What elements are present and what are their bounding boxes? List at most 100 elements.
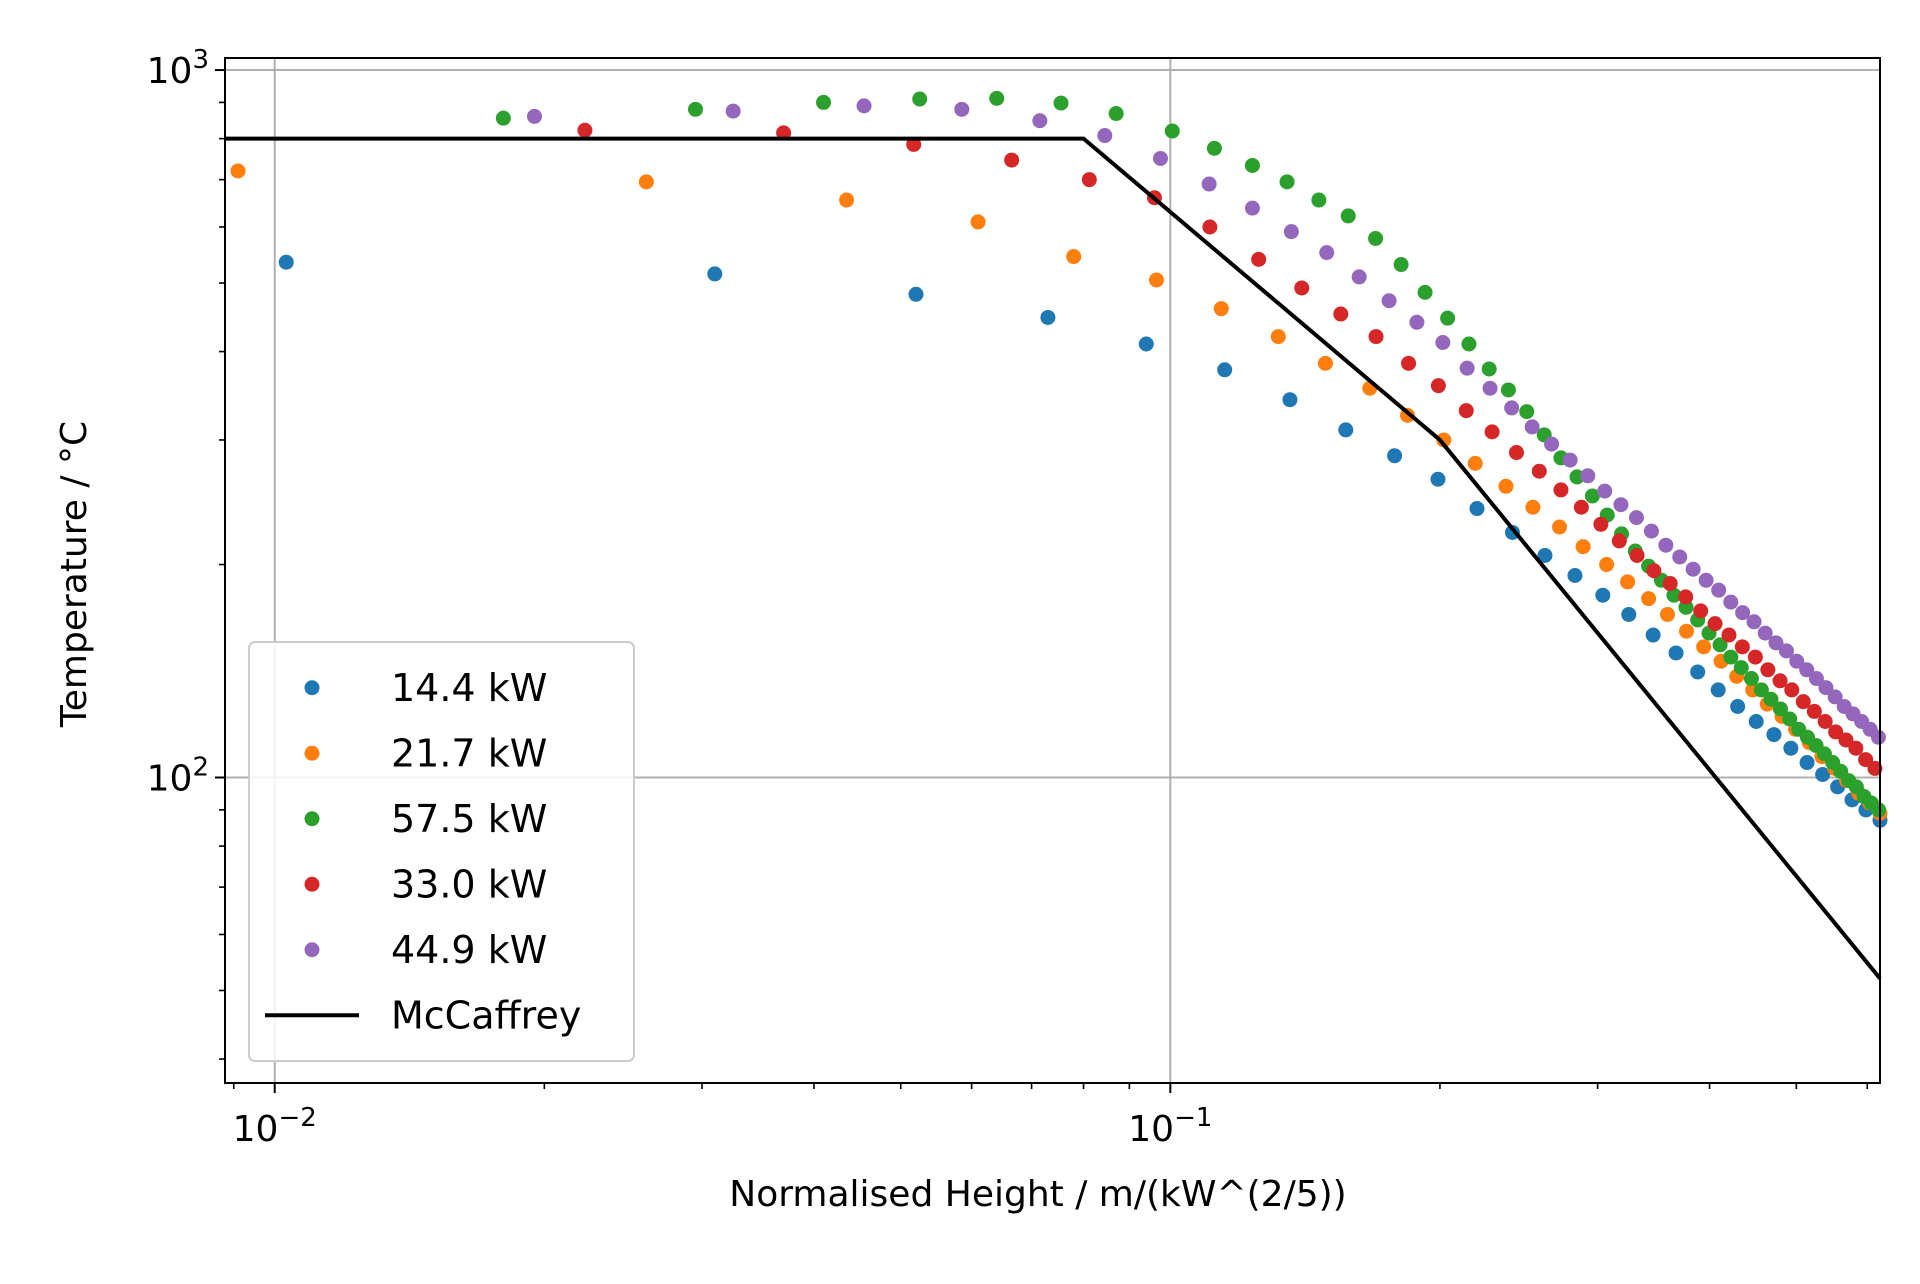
data-point <box>1461 336 1477 352</box>
data-point <box>1696 639 1712 655</box>
data-point <box>1747 649 1763 665</box>
legend-item: 57.5 kW <box>304 797 547 841</box>
data-point <box>1698 572 1714 588</box>
data-point <box>1500 382 1516 398</box>
y-tick-label: 103 <box>147 45 209 92</box>
data-point <box>1733 660 1749 676</box>
data-point <box>1613 497 1629 513</box>
data-point <box>1838 732 1854 748</box>
legend: 14.4 kW 21.7 kW 57.5 kW 33.0 kW 44.9 kW McCaf… <box>248 641 635 1062</box>
data-point <box>1552 519 1568 535</box>
data-point <box>1338 422 1354 438</box>
data-point <box>1629 547 1645 563</box>
data-point <box>1440 310 1456 326</box>
data-point <box>577 122 593 138</box>
data-point <box>1584 488 1600 504</box>
data-point <box>1401 355 1417 371</box>
data-point <box>1784 682 1800 698</box>
data-point <box>495 110 511 126</box>
data-point <box>856 98 872 114</box>
x-tick-label: 10−1 <box>1128 1103 1212 1150</box>
data-point <box>1795 694 1811 710</box>
data-point <box>1678 589 1694 605</box>
data-point <box>638 174 654 190</box>
data-point <box>1148 272 1164 288</box>
data-point <box>908 286 924 302</box>
data-point <box>970 214 986 230</box>
data-point <box>1768 635 1784 651</box>
data-point <box>1351 269 1367 285</box>
data-point <box>1417 284 1433 300</box>
data-point <box>1436 432 1452 448</box>
data-point <box>278 254 294 270</box>
data-point <box>725 103 741 119</box>
data-point <box>1573 499 1589 515</box>
data-point <box>1004 152 1020 168</box>
data-point <box>1138 336 1154 352</box>
data-point <box>1279 174 1295 190</box>
plot-area <box>225 90 1888 980</box>
data-point <box>1519 404 1535 420</box>
data-point <box>1628 510 1644 526</box>
legend-item: McCaffrey <box>265 993 581 1037</box>
legend-box <box>248 641 635 1062</box>
y-axis-label: Temperature / °C <box>54 421 95 728</box>
data-point <box>1867 760 1883 776</box>
x-axis-label: Normalised Height / m/(kW^(2/5)) <box>729 1174 1346 1215</box>
legend-label: 21.7 kW <box>391 731 547 775</box>
data-point <box>1597 483 1613 499</box>
data-point <box>1032 113 1048 129</box>
data-point <box>1763 691 1779 707</box>
data-point <box>1152 150 1168 166</box>
data-point <box>1508 445 1524 461</box>
data-point <box>1217 362 1233 378</box>
data-point <box>816 94 832 110</box>
data-point <box>1595 587 1611 603</box>
data-point <box>906 136 922 152</box>
data-point <box>1317 355 1333 371</box>
legend-item: 44.9 kW <box>304 928 547 972</box>
data-point <box>1283 224 1299 240</box>
data-point <box>1772 701 1788 717</box>
data-point <box>1621 606 1637 622</box>
data-point <box>1569 469 1585 485</box>
data-point <box>1531 463 1547 479</box>
legend-label: 14.4 kW <box>391 666 547 710</box>
data-point <box>1711 582 1727 598</box>
data-point <box>1685 561 1701 577</box>
data-point <box>1567 567 1583 583</box>
data-point <box>1746 614 1762 630</box>
y-axis-ticks: 102 103 <box>147 45 225 1060</box>
data-point <box>1815 766 1831 782</box>
data-point <box>1659 606 1675 622</box>
legend-label: 57.5 kW <box>391 797 547 841</box>
data-point <box>1611 533 1627 549</box>
data-point <box>1870 729 1886 745</box>
x-tick-label: 10−2 <box>233 1103 317 1150</box>
data-point <box>1459 360 1475 376</box>
legend-label: 44.9 kW <box>391 928 547 972</box>
data-point <box>1753 682 1769 698</box>
data-point <box>1799 662 1815 678</box>
data-point <box>1748 713 1764 729</box>
data-point <box>1202 219 1218 235</box>
data-point <box>954 101 970 117</box>
data-point <box>1817 713 1833 729</box>
data-point <box>1766 727 1782 743</box>
data-point <box>1040 309 1056 325</box>
data-point <box>1270 329 1286 345</box>
data-point <box>1482 380 1498 396</box>
data-point <box>1723 649 1739 665</box>
legend-item: 33.0 kW <box>304 862 547 906</box>
data-point <box>1666 587 1682 603</box>
data-point <box>1828 724 1844 740</box>
data-point <box>912 91 928 107</box>
data-point <box>1393 257 1409 273</box>
data-point <box>1789 653 1805 669</box>
data-point <box>1721 627 1737 643</box>
data-point <box>1244 200 1260 216</box>
data-point <box>1858 752 1874 768</box>
data-point <box>1409 314 1425 330</box>
